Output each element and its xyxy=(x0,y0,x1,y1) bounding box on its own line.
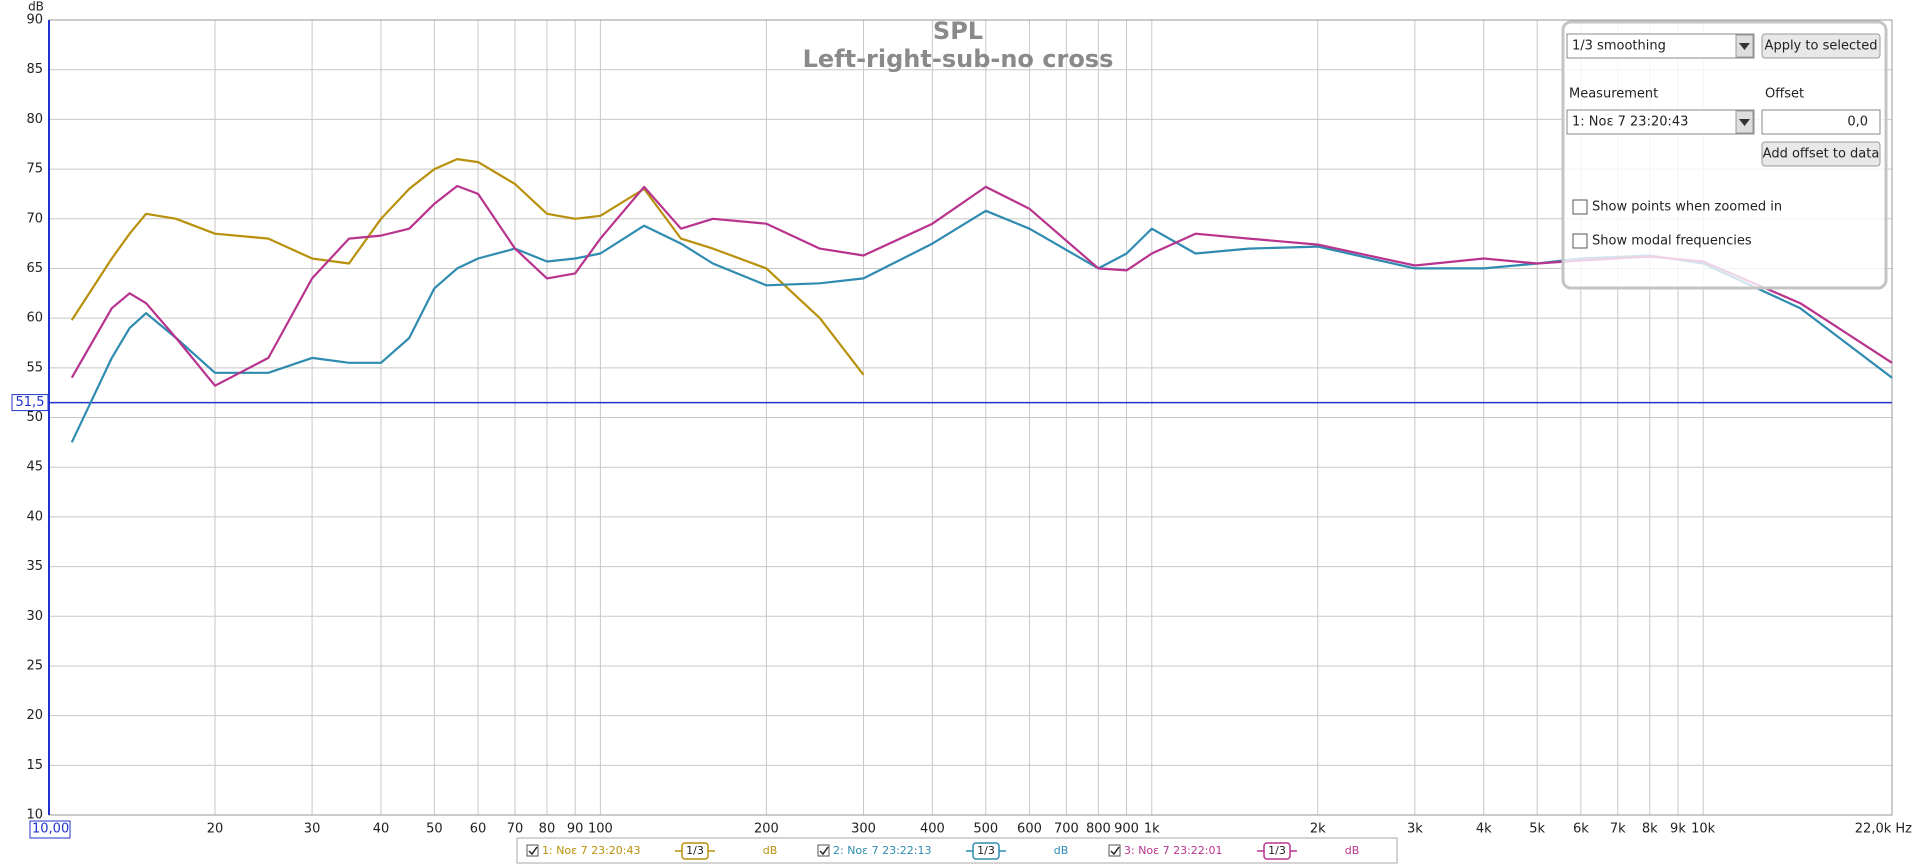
x-tick-label: 40 xyxy=(373,822,390,837)
control-panel: 1/3 smoothing Apply to selected Measurem… xyxy=(1561,20,1888,290)
add-offset-text: Add offset to data xyxy=(1763,147,1880,162)
y-tick-label: 85 xyxy=(26,62,43,77)
legend-unit: dB xyxy=(1054,844,1069,857)
y-tick-label: 40 xyxy=(26,509,43,524)
offset-label: Offset xyxy=(1765,87,1804,102)
x-tick-label: 90 xyxy=(567,822,584,837)
legend-checkbox xyxy=(817,844,830,857)
checkbox[interactable] xyxy=(1572,199,1588,215)
x-tick-label: 10k xyxy=(1691,822,1716,837)
y-tick-label: 45 xyxy=(26,460,43,475)
measurement-text: 1: Νοε 7 23:20:43 xyxy=(1572,115,1688,130)
apply-button[interactable] xyxy=(1761,33,1881,59)
smoothing-select[interactable] xyxy=(1566,33,1755,59)
cursor-label-box xyxy=(11,394,49,412)
x-tick-label: 7k xyxy=(1610,822,1626,837)
x-tick-label: 80 xyxy=(539,822,556,837)
add-offset-button[interactable] xyxy=(1761,141,1881,167)
series-line xyxy=(70,184,1893,387)
show-points-text: Show points when zoomed in xyxy=(1592,200,1782,215)
x-tick-label: 6k xyxy=(1573,822,1589,837)
show-modal-text: Show modal frequencies xyxy=(1592,234,1752,249)
y-tick-label: 10 xyxy=(26,808,43,823)
x-tick-label: 1k xyxy=(1144,822,1160,837)
series-line xyxy=(70,158,865,376)
x-tick-label: 800 xyxy=(1086,822,1111,837)
x-tick-label: 70 xyxy=(507,822,524,837)
x-tick-label: 9k xyxy=(1670,822,1686,837)
arrow-icon xyxy=(1739,119,1750,126)
smoothing-text: 1/3 smoothing xyxy=(1572,39,1666,54)
measurement-label: Measurement xyxy=(1569,87,1658,102)
series-line xyxy=(70,209,1893,443)
apply-text: Apply to selected xyxy=(1765,39,1878,54)
offset-text: 0,0 xyxy=(1847,115,1868,130)
smoothing-label: 1/3 xyxy=(1268,844,1286,857)
offset-field[interactable] xyxy=(1761,109,1881,135)
x-tick-label: 5k xyxy=(1529,822,1545,837)
x-tick-label: 3k xyxy=(1407,822,1423,837)
x-tick-label: 900 xyxy=(1114,822,1139,837)
x-tick-label: 50 xyxy=(426,822,443,837)
legend-entry: 3: Νοε 7 23:22:01 xyxy=(1124,844,1223,857)
x-tick-label: 2k xyxy=(1310,822,1326,837)
y-tick-label: 75 xyxy=(26,162,43,177)
checkbox[interactable] xyxy=(1572,233,1588,249)
x-tick-label: 400 xyxy=(920,822,945,837)
check-mark xyxy=(819,846,829,856)
chart-subtitle: Left-right-sub-no cross xyxy=(803,45,1114,73)
y-tick-label: 35 xyxy=(26,559,43,574)
y-tick-label: 70 xyxy=(26,211,43,226)
plot-area: 10 15 20 25 30 35 40 45 50 55 60 65 70 75 80 85 90 10,00 2… xyxy=(11,13,1912,839)
smoothing-badge xyxy=(681,842,709,860)
x-tick-label: 600 xyxy=(1017,822,1042,837)
y-tick-label: 15 xyxy=(26,758,43,773)
cursor-label: 51,5 xyxy=(16,395,45,410)
arrow-icon xyxy=(1739,43,1750,50)
smoothing-label: 1/3 xyxy=(686,844,704,857)
x-tick-label: 22,0k Hz xyxy=(1855,822,1912,837)
legend-box xyxy=(516,837,1398,864)
y-tick-label: 50 xyxy=(26,410,43,425)
legend: 1: Νοε 7 23:20:43 1/3 dB 2: Νοε 7 23:22:13 1… xyxy=(526,842,1360,860)
smoothing-badge xyxy=(1263,842,1291,860)
y-tick-label: 90 xyxy=(26,13,43,28)
y-tick-label: 65 xyxy=(26,261,43,276)
y-tick-label: 60 xyxy=(26,311,43,326)
panel-frame xyxy=(1561,20,1888,290)
legend-checkbox xyxy=(1108,844,1121,857)
legend-unit: dB xyxy=(763,844,778,857)
y-axis-label: dB xyxy=(28,0,44,14)
x-tick-label: 60 xyxy=(470,822,487,837)
chart-title: SPL xyxy=(933,17,983,45)
legend-unit: dB xyxy=(1345,844,1360,857)
y-tick-label: 55 xyxy=(26,360,43,375)
y-tick-label: 30 xyxy=(26,609,43,624)
x-tick-label: 30 xyxy=(304,822,321,837)
x-tick-label: 200 xyxy=(754,822,779,837)
x-label-box xyxy=(29,820,71,839)
x-tick-label: 300 xyxy=(851,822,876,837)
y-tick-label: 80 xyxy=(26,112,43,127)
y-tick-label: 20 xyxy=(26,708,43,723)
check-mark xyxy=(528,846,538,856)
measurement-select[interactable] xyxy=(1566,109,1755,135)
legend-entry: 1: Νοε 7 23:20:43 xyxy=(542,844,641,857)
x-tick-label: 20 xyxy=(207,822,224,837)
smoothing-label: 1/3 xyxy=(977,844,995,857)
x-tick-label: 4k xyxy=(1476,822,1492,837)
x-tick-label: 500 xyxy=(973,822,998,837)
legend-checkbox xyxy=(526,844,539,857)
x-tick-label: 8k xyxy=(1642,822,1658,837)
x-tick-label: 10,00 xyxy=(32,822,69,837)
x-tick-label: 700 xyxy=(1054,822,1079,837)
smoothing-badge xyxy=(972,842,1000,860)
x-tick-label: 100 xyxy=(588,822,613,837)
legend-entry: 2: Νοε 7 23:22:13 xyxy=(833,844,932,857)
check-mark xyxy=(1110,846,1120,856)
y-tick-label: 25 xyxy=(26,658,43,673)
